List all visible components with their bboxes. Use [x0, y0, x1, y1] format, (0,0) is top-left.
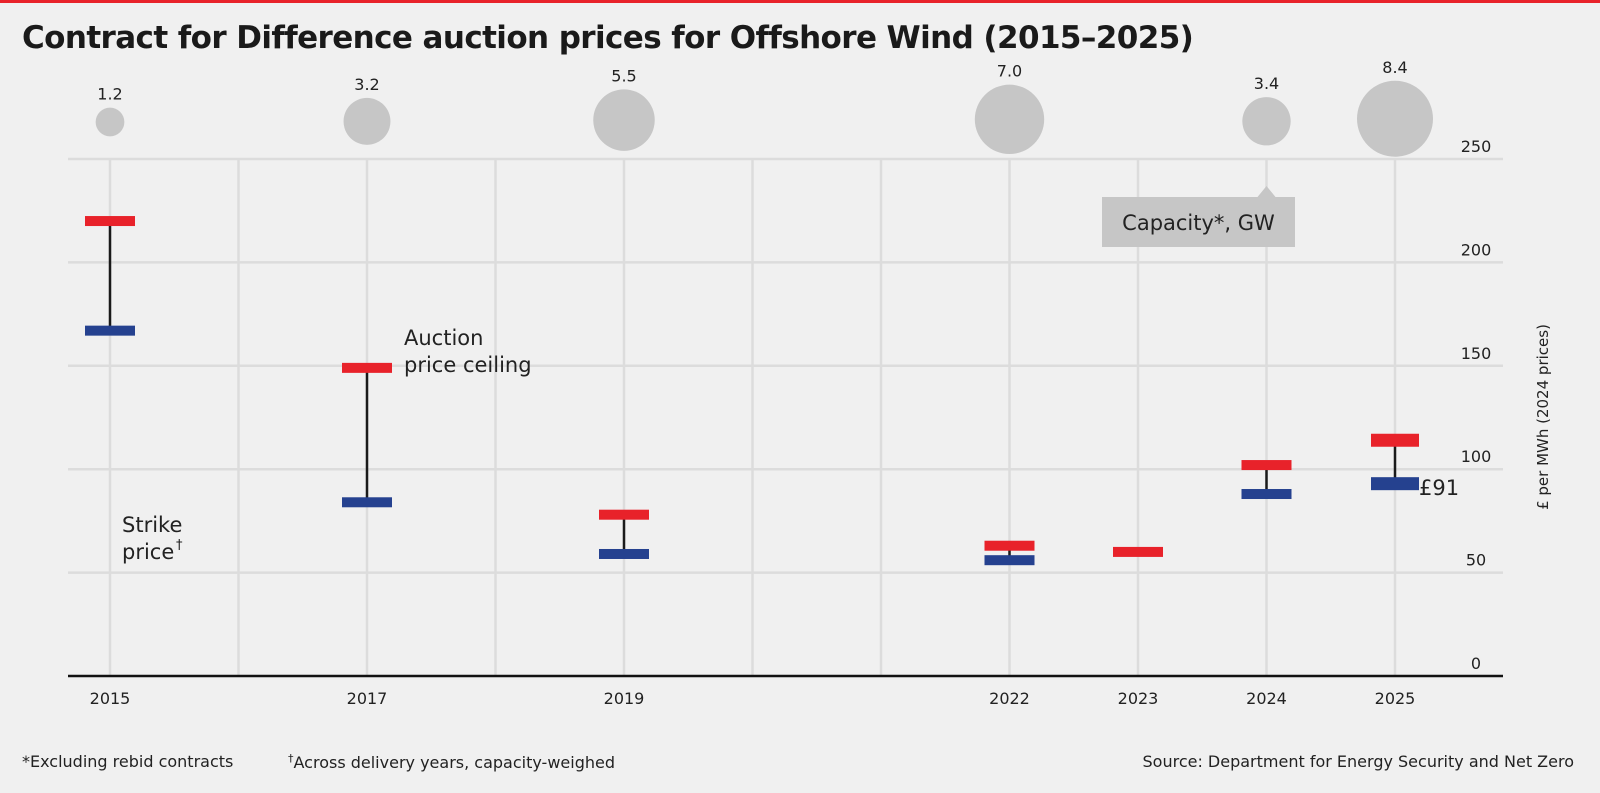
y-tick-label: 0	[1471, 654, 1481, 673]
ceiling-price-mark	[984, 540, 1035, 551]
capacity-value-label: 3.4	[1254, 74, 1279, 93]
ceiling-annotation-line1: Auction	[404, 326, 483, 350]
footnote-delivery-years: †Across delivery years, capacity-weighed	[288, 752, 615, 772]
footnote-rebid: *Excluding rebid contracts	[22, 752, 234, 771]
capacity-bubbles: 1.2 3.2 5.5 7.0 3.4 8.4	[95, 58, 1433, 157]
x-tick-label: 2025	[1375, 689, 1416, 708]
capacity-value-label: 7.0	[997, 62, 1022, 81]
capacity-bubble	[593, 89, 655, 151]
ceiling-price-mark	[599, 509, 649, 520]
price-ranges	[85, 216, 1419, 566]
x-tick-label: 2023	[1118, 689, 1159, 708]
strike-price-mark	[342, 497, 392, 508]
capacity-legend-box	[1102, 186, 1295, 247]
ceiling-annotation-line2: price ceiling	[404, 353, 532, 377]
chart-title: Contract for Difference auction prices f…	[22, 20, 1194, 56]
strike-price-mark	[1371, 477, 1419, 491]
annotations: Capacity*, GW Auction price ceiling Strike p…	[122, 186, 1459, 564]
axes: 0 50 100 150 200 250 £ per MWh (2024 prices) 20…	[68, 137, 1552, 708]
x-tick-label: 2017	[347, 689, 388, 708]
capacity-bubble	[343, 97, 391, 145]
strike-price-mark	[85, 325, 135, 336]
capacity-bubble	[95, 107, 125, 137]
capacity-legend-label: Capacity*, GW	[1122, 211, 1275, 235]
x-tick-label: 2019	[604, 689, 645, 708]
strike-price-mark	[599, 548, 649, 559]
x-tick-label: 2022	[989, 689, 1030, 708]
source-note: Source: Department for Energy Security a…	[1142, 752, 1575, 771]
capacity-bubble	[974, 84, 1045, 155]
strike-annotation-line2: price	[122, 540, 174, 564]
strike-price-mark	[984, 555, 1035, 566]
ceiling-price-mark	[1241, 460, 1292, 471]
top-accent-bar	[0, 0, 1600, 3]
y-axis-title: £ per MWh (2024 prices)	[1534, 324, 1552, 510]
x-tick-label: 2015	[90, 689, 131, 708]
ceiling-price-mark	[1113, 546, 1163, 557]
ceiling-price-mark	[1371, 433, 1419, 447]
capacity-value-label: 8.4	[1382, 58, 1407, 77]
y-tick-label: 50	[1466, 551, 1486, 570]
latest-strike-price-label: £91	[1419, 476, 1459, 500]
x-tick-label: 2024	[1246, 689, 1287, 708]
capacity-value-label: 5.5	[611, 66, 636, 85]
capacity-value-label: 3.2	[354, 75, 379, 94]
y-tick-label: 200	[1461, 240, 1492, 259]
ceiling-price-mark	[342, 362, 392, 373]
y-tick-label: 250	[1461, 137, 1492, 156]
ceiling-price-mark	[85, 216, 135, 227]
y-tick-label: 100	[1461, 447, 1492, 466]
dagger-mark: †	[288, 752, 294, 765]
footnote-delivery-text: Across delivery years, capacity-weighed	[293, 753, 615, 772]
strike-price-mark	[1241, 489, 1292, 500]
strike-annotation-line1: Strike	[122, 513, 182, 537]
capacity-bubble	[1357, 80, 1433, 157]
capacity-bubble	[1242, 97, 1291, 146]
y-tick-label: 150	[1461, 344, 1492, 363]
capacity-value-label: 1.2	[97, 85, 122, 104]
strike-annotation-dagger: †	[176, 538, 183, 553]
